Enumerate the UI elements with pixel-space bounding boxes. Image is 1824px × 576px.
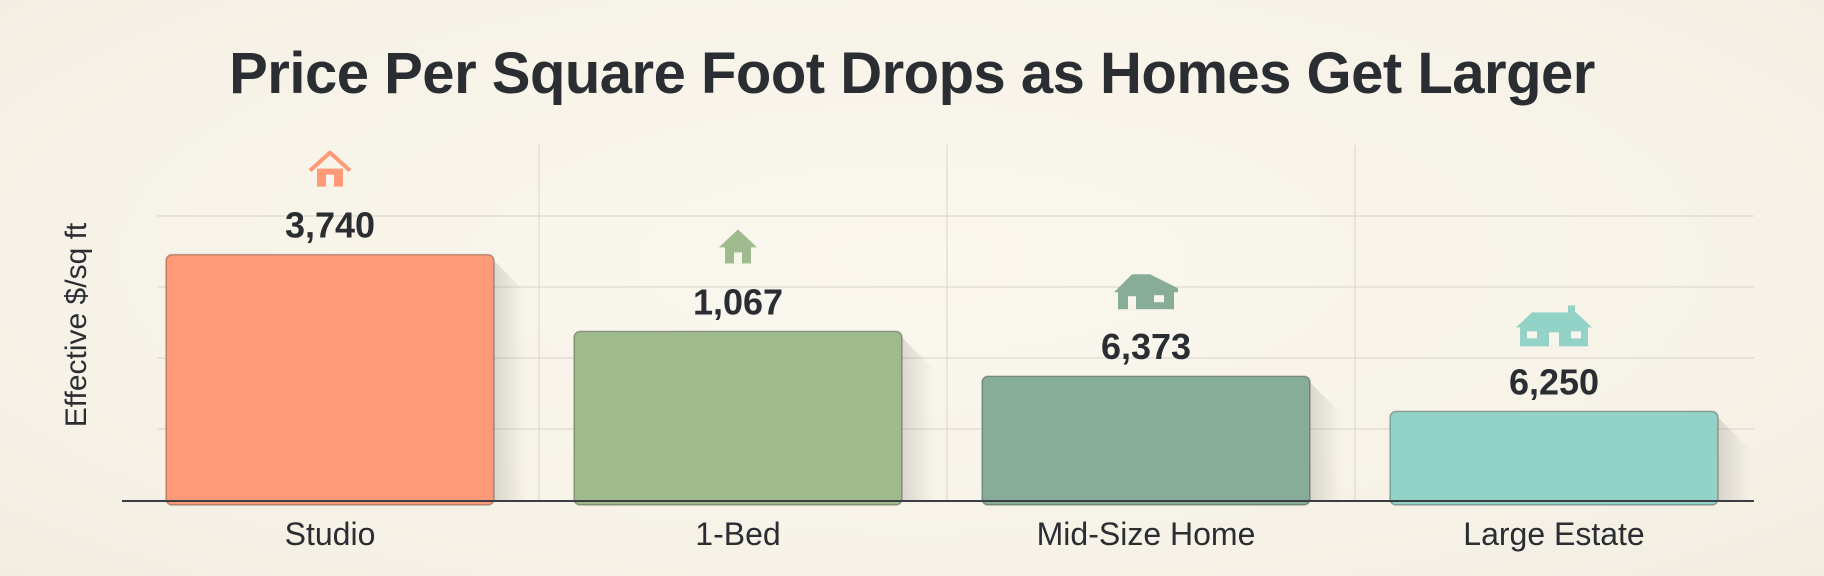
value-label: 3,740 xyxy=(285,205,375,246)
icon-door xyxy=(1128,296,1136,310)
bar-1-bed xyxy=(573,330,903,506)
icon-window xyxy=(1571,331,1581,339)
x-tick-label: Mid-Size Home xyxy=(1037,516,1256,552)
value-label: 6,373 xyxy=(1101,326,1191,367)
x-tick-label: 1-Bed xyxy=(695,516,780,552)
icon-roof xyxy=(719,229,757,248)
small-house-icon xyxy=(308,150,352,187)
bar-shadow xyxy=(902,337,934,501)
value-label: 6,250 xyxy=(1509,361,1599,402)
bar-large-estate xyxy=(1389,410,1719,506)
cottage-icon xyxy=(719,229,757,264)
x-tick-label: Studio xyxy=(285,516,376,552)
icon-door xyxy=(1549,332,1559,347)
icon-roof xyxy=(308,150,352,173)
icon-window xyxy=(1154,295,1164,303)
icon-roof xyxy=(1114,274,1178,293)
bar-shadow xyxy=(1718,417,1750,501)
bar-shadow xyxy=(494,260,526,501)
bar-studio xyxy=(165,253,495,506)
x-tick-label: Large Estate xyxy=(1463,516,1644,552)
icon-door xyxy=(734,252,742,264)
icon-chimney xyxy=(1568,305,1575,316)
icon-window xyxy=(1527,331,1537,339)
family-house-icon xyxy=(1114,274,1178,310)
chart-title: Price Per Square Foot Drops as Homes Get… xyxy=(229,41,1595,106)
bar-shadow xyxy=(1310,382,1342,501)
value-label: 1,067 xyxy=(693,281,783,322)
bar-mid-size-home xyxy=(981,375,1311,506)
icon-body xyxy=(1118,291,1174,310)
icon-roof xyxy=(1516,312,1592,328)
icon-door xyxy=(326,174,334,187)
estate-house-icon xyxy=(1516,305,1592,347)
